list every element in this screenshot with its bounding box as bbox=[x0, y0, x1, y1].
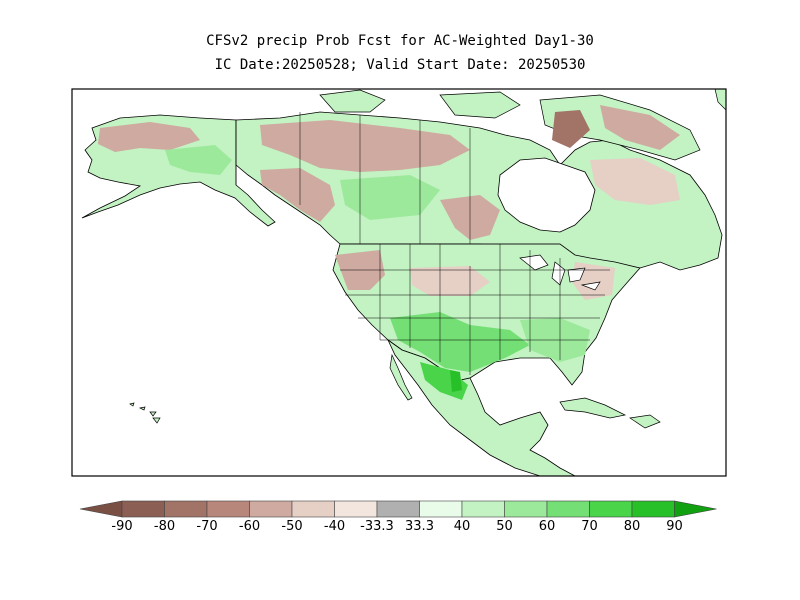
legend-tick-label: -70 bbox=[196, 519, 217, 534]
legend-swatch bbox=[291, 500, 335, 518]
hispaniola-island bbox=[629, 414, 661, 429]
legend-swatch bbox=[249, 500, 293, 518]
legend-tick-label: -80 bbox=[154, 519, 175, 534]
baja-peninsula bbox=[389, 353, 413, 401]
legend-tick-label: -33.3 bbox=[360, 519, 394, 534]
canada-dry-west bbox=[260, 168, 335, 222]
legend-swatch bbox=[589, 500, 633, 518]
cuba-island bbox=[559, 397, 627, 419]
map-frame bbox=[71, 88, 727, 477]
us-south-wet bbox=[390, 312, 530, 372]
chart-title-line1: CFSv2 precip Prob Fcst for AC-Weighted D… bbox=[206, 33, 594, 49]
state-borders bbox=[235, 112, 610, 375]
baffin-dry-core bbox=[552, 110, 590, 148]
legend-swatch bbox=[79, 500, 123, 518]
hudson-bay bbox=[497, 157, 596, 233]
mexico-wettest-spot bbox=[450, 370, 462, 392]
legend-swatch bbox=[631, 500, 675, 518]
canada-dry-east bbox=[590, 158, 680, 205]
greenland-edge bbox=[714, 89, 726, 111]
legend-tick-label: -40 bbox=[324, 519, 345, 534]
legend-tick-label: 70 bbox=[581, 519, 598, 534]
legend-tick-label: 33.3 bbox=[405, 519, 434, 534]
arctic-island-1 bbox=[319, 89, 386, 113]
legend-swatch bbox=[674, 500, 717, 518]
legend-swatch bbox=[419, 500, 463, 518]
hawaii-islands bbox=[129, 402, 161, 424]
legend-tick-label: 40 bbox=[454, 519, 471, 534]
legend-tick-label: 50 bbox=[496, 519, 513, 534]
alaska-dry-patch bbox=[98, 122, 200, 152]
legend-swatch bbox=[334, 500, 378, 518]
legend-tick-label: -60 bbox=[239, 519, 260, 534]
canada-dry-north bbox=[260, 120, 470, 172]
legend-swatch bbox=[504, 500, 548, 518]
legend-tick-label: -50 bbox=[281, 519, 302, 534]
alaska-green-patch bbox=[165, 145, 232, 175]
legend-swatch bbox=[121, 500, 165, 518]
arctic-island-2 bbox=[439, 91, 521, 119]
canada-green-patch bbox=[340, 175, 440, 220]
legend-swatch bbox=[164, 500, 208, 518]
legend-swatch bbox=[546, 500, 590, 518]
baffin-dry-north bbox=[600, 105, 680, 150]
chart-title-line2: IC Date:20250528; Valid Start Date: 2025… bbox=[214, 57, 586, 73]
legend-tick-label: 80 bbox=[624, 519, 641, 534]
legend-tick-label: 60 bbox=[539, 519, 556, 534]
legend-swatch bbox=[376, 500, 420, 518]
legend-swatch bbox=[206, 500, 250, 518]
legend-tick-label: 90 bbox=[666, 519, 683, 534]
legend-swatch bbox=[461, 500, 505, 518]
legend-tick-label: -90 bbox=[111, 519, 132, 534]
